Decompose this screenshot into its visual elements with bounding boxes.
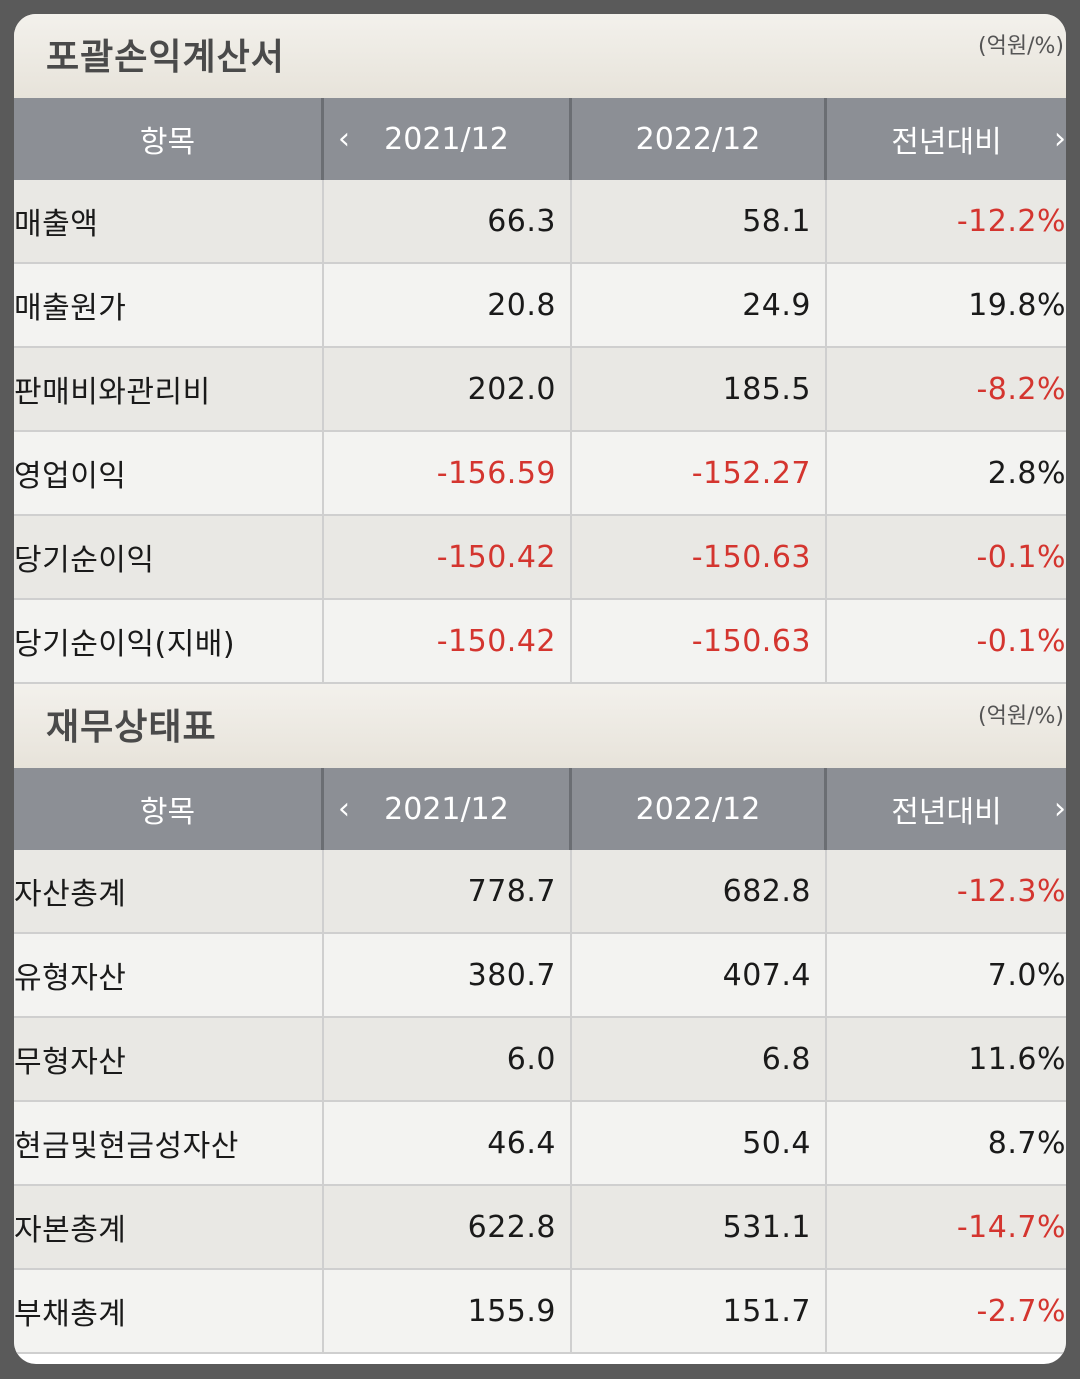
row-label: 유형자산 (14, 934, 324, 1016)
column-header-2022: 2022/12 (572, 768, 827, 850)
value-2022: 24.9 (572, 264, 827, 346)
table-row: 영업이익 -156.59 -152.27 2.8% (14, 432, 1066, 516)
table-row: 판매비와관리비 202.0 185.5 -8.2% (14, 348, 1066, 432)
row-label: 당기순이익 (14, 516, 324, 598)
value-yoy: 2.8% (987, 455, 1066, 491)
value-2022: -150.63 (572, 516, 827, 598)
value-2021: 778.7 (324, 850, 572, 932)
value-2022: 185.5 (572, 348, 827, 430)
column-header-2021: ‹ 2021/12 (324, 98, 572, 180)
chevron-left-icon[interactable]: ‹ (338, 791, 350, 827)
table-row: 매출원가 20.8 24.9 19.8% (14, 264, 1066, 348)
column-header-yoy: 전년대비 › (827, 768, 1066, 850)
value-2021: -150.42 (324, 600, 572, 682)
balance-sheet-rows: 자산총계 778.7 682.8 -12.3% 유형자산 380.7 407.4 7.0% 무형… (14, 850, 1066, 1354)
chevron-right-icon[interactable]: › (1054, 791, 1066, 827)
column-header-yoy-label: 전년대비 (891, 125, 1002, 160)
row-label: 매출액 (14, 180, 324, 262)
value-2021: 46.4 (324, 1102, 572, 1184)
column-header-2021-label: 2021/12 (384, 121, 509, 157)
table-row: 현금및현금성자산 46.4 50.4 8.7% (14, 1102, 1066, 1186)
table-row: 매출액 66.3 58.1 -12.2% (14, 180, 1066, 264)
value-yoy: -12.2% (956, 203, 1066, 239)
column-header-yoy: 전년대비 › (827, 98, 1066, 180)
chevron-right-icon[interactable]: › (1054, 121, 1066, 157)
value-yoy: 7.0% (987, 957, 1066, 993)
balance-sheet-header: 재무상태표 (억원/%) (14, 684, 1066, 768)
income-statement-rows: 매출액 66.3 58.1 -12.2% 매출원가 20.8 24.9 19.8% 판매비와관리… (14, 180, 1066, 684)
value-yoy: -0.1% (976, 539, 1066, 575)
table-row: 자본총계 622.8 531.1 -14.7% (14, 1186, 1066, 1270)
row-label: 매출원가 (14, 264, 324, 346)
value-yoy: 11.6% (968, 1041, 1066, 1077)
row-label: 자산총계 (14, 850, 324, 932)
row-label: 자본총계 (14, 1186, 324, 1268)
column-header-item: 항목 (14, 768, 324, 850)
value-yoy: -2.7% (976, 1293, 1066, 1329)
income-statement-table-header: 항목 ‹ 2021/12 2022/12 전년대비 › (14, 98, 1066, 180)
value-2022: 531.1 (572, 1186, 827, 1268)
column-header-2022: 2022/12 (572, 98, 827, 180)
row-label: 부채총계 (14, 1270, 324, 1352)
income-statement-header: 포괄손익계산서 (억원/%) (14, 14, 1066, 98)
value-2021: 380.7 (324, 934, 572, 1016)
column-header-item: 항목 (14, 98, 324, 180)
value-2022: -152.27 (572, 432, 827, 514)
value-2021: 66.3 (324, 180, 572, 262)
value-2021: 6.0 (324, 1018, 572, 1100)
table-row: 유형자산 380.7 407.4 7.0% (14, 934, 1066, 1018)
row-label: 판매비와관리비 (14, 348, 324, 430)
column-header-2021: ‹ 2021/12 (324, 768, 572, 850)
balance-sheet-unit: (억원/%) (978, 704, 1064, 729)
value-2022: 58.1 (572, 180, 827, 262)
balance-sheet-title: 재무상태표 (46, 707, 217, 748)
row-label: 영업이익 (14, 432, 324, 514)
value-yoy: -0.1% (976, 623, 1066, 659)
value-2021: 622.8 (324, 1186, 572, 1268)
value-yoy: -8.2% (976, 371, 1066, 407)
table-row: 무형자산 6.0 6.8 11.6% (14, 1018, 1066, 1102)
value-2022: 50.4 (572, 1102, 827, 1184)
chevron-left-icon[interactable]: ‹ (338, 121, 350, 157)
value-2021: -150.42 (324, 516, 572, 598)
value-2022: 407.4 (572, 934, 827, 1016)
income-statement-title: 포괄손익계산서 (46, 37, 285, 78)
value-yoy: -12.3% (956, 873, 1066, 909)
column-header-2021-label: 2021/12 (384, 791, 509, 827)
value-2022: 682.8 (572, 850, 827, 932)
value-2021: -156.59 (324, 432, 572, 514)
balance-sheet-table-header: 항목 ‹ 2021/12 2022/12 전년대비 › (14, 768, 1066, 850)
value-2022: 6.8 (572, 1018, 827, 1100)
column-header-yoy-label: 전년대비 (891, 795, 1002, 830)
income-statement-unit: (억원/%) (978, 34, 1064, 59)
value-2021: 202.0 (324, 348, 572, 430)
value-2021: 155.9 (324, 1270, 572, 1352)
row-label: 현금및현금성자산 (14, 1102, 324, 1184)
value-2022: -150.63 (572, 600, 827, 682)
value-2022: 151.7 (572, 1270, 827, 1352)
financial-panel: 포괄손익계산서 (억원/%) 항목 ‹ 2021/12 2022/12 전년대비… (14, 14, 1066, 1364)
value-yoy: 19.8% (968, 287, 1066, 323)
row-label: 당기순이익(지배) (14, 600, 324, 682)
table-row: 자산총계 778.7 682.8 -12.3% (14, 850, 1066, 934)
value-yoy: 8.7% (987, 1125, 1066, 1161)
table-row: 당기순이익(지배) -150.42 -150.63 -0.1% (14, 600, 1066, 684)
row-label: 무형자산 (14, 1018, 324, 1100)
table-row: 부채총계 155.9 151.7 -2.7% (14, 1270, 1066, 1354)
value-yoy: -14.7% (956, 1209, 1066, 1245)
value-2021: 20.8 (324, 264, 572, 346)
table-row: 당기순이익 -150.42 -150.63 -0.1% (14, 516, 1066, 600)
